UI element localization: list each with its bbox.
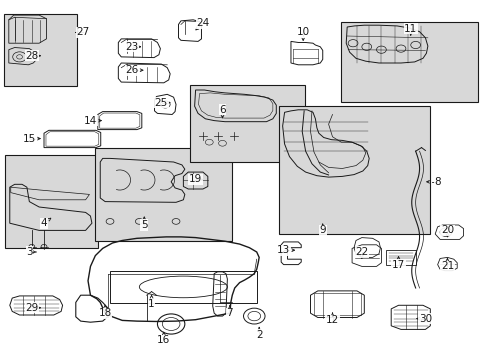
Text: 10: 10 bbox=[296, 27, 309, 37]
Text: 6: 6 bbox=[219, 105, 225, 115]
Text: 11: 11 bbox=[403, 24, 417, 34]
Text: 21: 21 bbox=[440, 261, 453, 271]
Text: 29: 29 bbox=[25, 303, 39, 313]
Text: 14: 14 bbox=[83, 116, 97, 126]
Text: 15: 15 bbox=[22, 134, 36, 144]
Text: 4: 4 bbox=[41, 218, 47, 228]
Bar bbox=[4, 14, 77, 86]
Text: 16: 16 bbox=[157, 335, 170, 345]
Text: 23: 23 bbox=[125, 42, 139, 52]
Text: 26: 26 bbox=[125, 65, 139, 75]
Text: 9: 9 bbox=[319, 225, 325, 235]
Text: 13: 13 bbox=[276, 245, 290, 255]
Text: 8: 8 bbox=[433, 177, 440, 187]
Bar bbox=[110, 271, 256, 303]
Text: 20: 20 bbox=[440, 225, 453, 235]
Text: 12: 12 bbox=[325, 315, 339, 325]
Text: 7: 7 bbox=[226, 308, 233, 318]
Text: 25: 25 bbox=[154, 98, 168, 108]
Bar bbox=[386, 250, 415, 265]
Text: 5: 5 bbox=[141, 220, 147, 230]
Bar bbox=[95, 148, 232, 241]
Bar bbox=[313, 293, 360, 315]
Text: 27: 27 bbox=[76, 27, 90, 37]
Bar bbox=[189, 85, 304, 162]
Text: 2: 2 bbox=[255, 330, 262, 340]
Text: 3: 3 bbox=[26, 247, 33, 257]
Text: 22: 22 bbox=[354, 247, 368, 257]
Bar bbox=[5, 155, 98, 248]
Text: 1: 1 bbox=[148, 299, 155, 309]
Bar bbox=[341, 22, 477, 102]
Text: 17: 17 bbox=[391, 260, 405, 270]
Text: 30: 30 bbox=[418, 314, 431, 324]
Bar bbox=[278, 106, 429, 234]
Text: 28: 28 bbox=[25, 51, 39, 61]
Text: 19: 19 bbox=[188, 174, 202, 184]
Text: 18: 18 bbox=[98, 308, 112, 318]
Text: 24: 24 bbox=[196, 18, 209, 28]
